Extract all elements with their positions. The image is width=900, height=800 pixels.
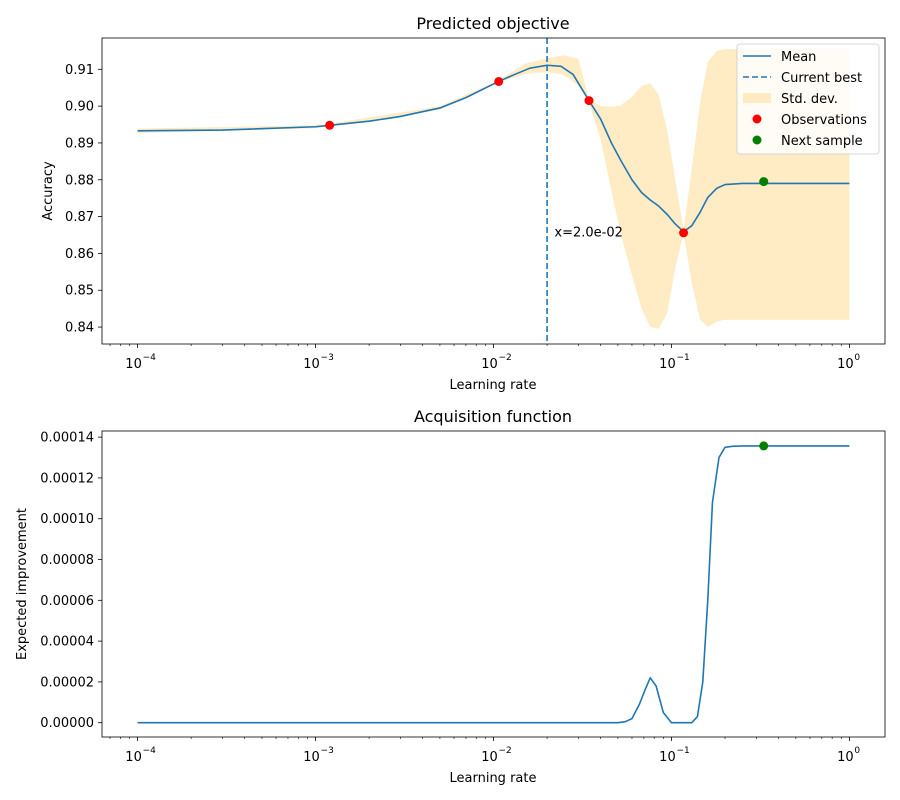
legend-observation-swatch (752, 114, 762, 124)
y-tick-label: 0.00002 (40, 675, 94, 690)
predicted-objective-panel: Predicted objective Learning rate Accura… (41, 14, 886, 393)
x-tick-label-exponent: −2 (498, 746, 511, 756)
legend-label: Observations (781, 113, 867, 128)
chart-title: Acquisition function (414, 407, 572, 426)
y-tick-label: 0.88 (65, 173, 94, 188)
x-tick-label-base: 10 (481, 750, 498, 765)
axes-frame (101, 430, 886, 738)
legend: Mean Current best Std. dev. Observations Nex… (736, 43, 880, 155)
y-tick-label: 0.90 (65, 100, 94, 115)
legend-box (736, 43, 880, 155)
x-tick-label-exponent: 0 (854, 353, 860, 363)
x-tick-label-exponent: −4 (143, 746, 157, 756)
y-tick-label: 0.00000 (40, 716, 94, 731)
mean-line (137, 64, 850, 233)
y-axis-label: Expected improvement (15, 508, 30, 660)
y-tick-label: 0.00006 (40, 594, 94, 609)
x-tick-label-base: 10 (837, 750, 854, 765)
y-axis-label: Accuracy (41, 161, 56, 221)
series-group (137, 38, 850, 344)
x-tick-label-exponent: −3 (321, 746, 334, 756)
x-tick-label-base: 10 (837, 357, 854, 372)
observation-point (679, 228, 689, 238)
y-tick-label: 0.00012 (40, 471, 94, 486)
y-tick-label: 0.86 (65, 247, 94, 262)
x-tick-label-exponent: 0 (854, 746, 860, 756)
y-tick-label: 0.89 (65, 136, 94, 151)
y-tick-label: 0.84 (65, 321, 94, 336)
std-dev-band (137, 49, 850, 329)
x-tick-label-exponent: −2 (498, 353, 511, 363)
legend-std-dev-swatch (743, 93, 771, 103)
annotation-text: x=2.0e-02 (554, 225, 623, 240)
series-group (137, 445, 850, 724)
x-tick-label-base: 10 (303, 357, 320, 372)
next-sample-point (759, 441, 769, 451)
plot-area: 10 −4 10 −3 10 −2 10 −1 10 00.000000.000020.00004… (40, 430, 886, 765)
x-tick-label-exponent: −3 (321, 353, 334, 363)
chart-title: Predicted objective (416, 14, 569, 33)
y-tick-label: 0.91 (65, 63, 94, 78)
x-axis-label: Learning rate (450, 378, 537, 393)
x-tick-label-base: 10 (659, 750, 676, 765)
x-tick-label-base: 10 (125, 357, 142, 372)
acquisition-function-panel: Acquisition function Learning rate Expec… (15, 407, 886, 786)
y-tick-label: 0.00010 (40, 512, 94, 527)
x-tick-label-base: 10 (303, 750, 320, 765)
y-tick-label: 0.00004 (40, 635, 94, 650)
y-tick-label: 0.00014 (40, 431, 94, 446)
legend-label: Mean (781, 50, 816, 65)
x-tick-label-base: 10 (659, 357, 676, 372)
legend-next-sample-swatch (752, 135, 762, 145)
legend-label: Current best (781, 71, 862, 86)
mean-line (137, 445, 850, 724)
x-tick-label-base: 10 (481, 357, 498, 372)
x-tick-label-exponent: −1 (676, 746, 689, 756)
legend-label: Next sample (781, 134, 863, 149)
observation-point (494, 76, 504, 86)
y-tick-label: 0.85 (65, 284, 94, 299)
x-axis-label: Learning rate (450, 771, 537, 786)
x-tick-label-base: 10 (125, 750, 142, 765)
legend-label: Std. dev. (781, 92, 838, 107)
observation-point (325, 120, 335, 130)
x-tick-label-exponent: −1 (676, 353, 689, 363)
next-sample-point (759, 177, 769, 187)
y-tick-label: 0.00008 (40, 553, 94, 568)
y-tick-label: 0.87 (65, 210, 94, 225)
observation-point (584, 96, 594, 106)
x-tick-label-exponent: −4 (143, 353, 157, 363)
